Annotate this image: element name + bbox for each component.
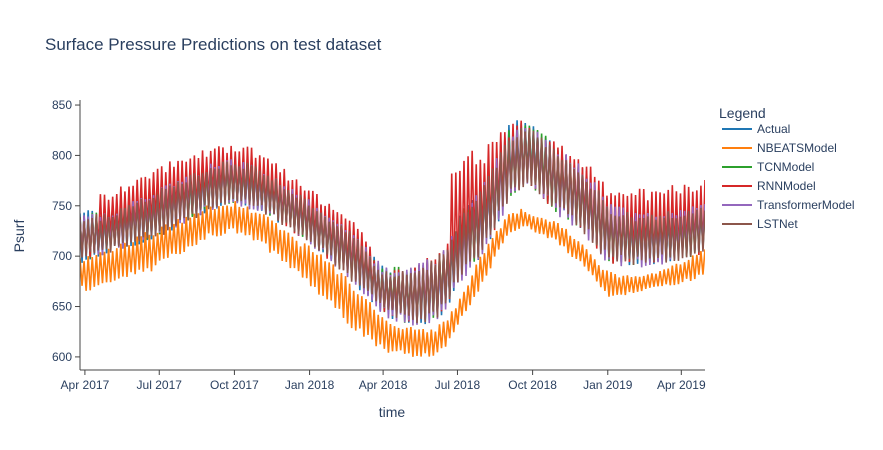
- legend: Legend Actual NBEATSModel TCNModel RNNModel…: [719, 105, 855, 231]
- y-axis-title: Psurf: [11, 220, 27, 253]
- legend-label-rnnmodel: RNNModel: [757, 179, 816, 193]
- x-tick-label: Jan 2018: [285, 378, 335, 392]
- x-tick-label: Oct 2018: [508, 378, 557, 392]
- x-tick-label: Jan 2019: [583, 378, 633, 392]
- y-tick-label: 850: [52, 98, 72, 112]
- y-tick-label: 650: [52, 300, 72, 314]
- legend-title: Legend: [719, 105, 766, 121]
- x-tick-label: Apr 2018: [359, 378, 408, 392]
- x-tick-label: Jul 2018: [435, 378, 481, 392]
- plot-area: [80, 120, 705, 357]
- x-tick-label: Apr 2017: [61, 378, 110, 392]
- legend-label-lstnet: LSTNet: [757, 217, 798, 231]
- series-line-lstnet: [80, 127, 705, 324]
- legend-label-actual: Actual: [757, 122, 790, 136]
- series-line-transformermodel: [80, 128, 705, 326]
- y-tick-label: 750: [52, 199, 72, 213]
- series-group: [80, 120, 705, 357]
- legend-label-transformermodel: TransformerModel: [757, 198, 855, 212]
- x-axis-title: time: [379, 404, 406, 420]
- y-tick-label: 600: [52, 350, 72, 364]
- legend-label-tcnmodel: TCNModel: [757, 160, 814, 174]
- legend-label-nbeatsmodel: NBEATSModel: [757, 141, 837, 155]
- x-tick-label: Jul 2017: [137, 378, 183, 392]
- y-tick-label: 800: [52, 148, 72, 162]
- axes: 600 650 700 750 800 850 Apr 2017 Jul 2017 Oct 20…: [52, 98, 706, 392]
- y-tick-label: 700: [52, 249, 72, 263]
- x-tick-label: Oct 2017: [210, 378, 259, 392]
- series-line-nbeatsmodel: [80, 201, 705, 357]
- chart-title: Surface Pressure Predictions on test dat…: [45, 35, 382, 54]
- x-tick-label: Apr 2019: [657, 378, 706, 392]
